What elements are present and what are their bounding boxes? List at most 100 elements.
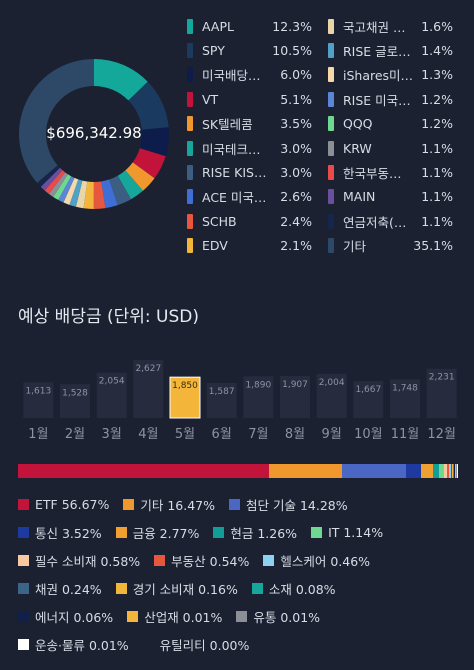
allocation-legend-item[interactable]: 금융 2.77% xyxy=(115,523,199,542)
month-bar[interactable] xyxy=(169,376,201,419)
allocation-segment[interactable] xyxy=(454,464,456,478)
month-bar[interactable] xyxy=(426,368,457,418)
holding-legend-item[interactable]: RISE 미국… 1.2% xyxy=(328,87,453,111)
donut-slice[interactable] xyxy=(94,59,148,101)
allocation-legend-item[interactable]: 현금 1.26% xyxy=(213,523,297,542)
holdings-legend-left: AAPL 12.3% SPY 10.5% 미국배당… 6.0% VT 5.1% SK텔레콤 3.5… xyxy=(187,14,312,258)
holding-legend-item[interactable]: AAPL 12.3% xyxy=(187,14,312,38)
donut-slice[interactable] xyxy=(139,127,169,157)
holding-legend-item[interactable]: iShares미… 1.3% xyxy=(328,63,453,87)
month-value-label: 1,890 xyxy=(245,380,271,390)
legend-swatch xyxy=(187,140,193,156)
donut-slice[interactable] xyxy=(58,176,75,203)
month-bar[interactable] xyxy=(353,381,384,418)
month-bar[interactable] xyxy=(23,382,54,418)
holding-legend-item[interactable]: RISE 글로… 1.4% xyxy=(328,38,453,62)
holding-legend-item[interactable]: 한국부동… 1.1% xyxy=(328,160,453,184)
allocation-legend-item[interactable]: 경기 소비재 0.16% xyxy=(115,579,238,598)
holding-legend-item[interactable]: 미국테크… 3.0% xyxy=(187,136,312,160)
donut-slice[interactable] xyxy=(83,181,94,209)
month-bar[interactable] xyxy=(243,376,274,418)
allocation-segment[interactable] xyxy=(438,464,445,478)
donut-slice[interactable] xyxy=(109,175,132,206)
allocation-legend-item[interactable]: 에너지 0.06% xyxy=(18,607,113,626)
allocation-segment[interactable] xyxy=(433,464,439,478)
allocation-segment[interactable] xyxy=(456,464,458,478)
legend-swatch xyxy=(263,554,275,566)
donut-slice[interactable] xyxy=(44,170,66,194)
donut-slice[interactable] xyxy=(75,180,88,209)
donut-slice[interactable] xyxy=(69,179,83,207)
month-bar[interactable] xyxy=(280,375,310,418)
allocation-segment[interactable] xyxy=(452,464,454,478)
holding-name: 미국배당… xyxy=(202,68,261,84)
donut-slice[interactable] xyxy=(93,181,106,209)
allocation-segment[interactable] xyxy=(421,464,434,478)
allocation-legend-item[interactable]: 필수 소비재 0.58% xyxy=(18,551,140,570)
allocation-legend-item[interactable]: 기타 16.47% xyxy=(123,495,215,514)
holding-legend-item[interactable]: SPY 10.5% xyxy=(187,38,312,62)
month-bar[interactable] xyxy=(133,360,164,418)
holding-legend-item[interactable]: 연금저축(… 1.1% xyxy=(328,209,453,233)
allocation-legend-item[interactable]: 유틸리티 0.00% xyxy=(143,635,250,654)
allocation-legend-item[interactable]: 통신 3.52% xyxy=(18,523,102,542)
donut-slice[interactable] xyxy=(63,177,79,205)
donut-slice[interactable] xyxy=(40,167,63,191)
holding-name: SCHB xyxy=(202,213,237,229)
holding-legend-item[interactable]: SK텔레콤 3.5% xyxy=(187,112,312,136)
allocation-legend-item[interactable]: 운송·물류 0.01% xyxy=(18,635,129,654)
donut-slice[interactable] xyxy=(132,148,166,179)
donut-slice[interactable] xyxy=(125,162,155,191)
holding-legend-item[interactable]: 국고채권 … 1.6% xyxy=(328,14,453,38)
allocation-legend-item[interactable]: 첨단 기술 14.28% xyxy=(229,495,348,514)
month-bar[interactable] xyxy=(316,373,347,418)
donut-slice[interactable] xyxy=(18,59,94,183)
donut-slice[interactable] xyxy=(128,81,169,130)
allocation-legend-item[interactable]: 산업재 0.01% xyxy=(127,607,222,626)
allocation-legend-item[interactable]: 소재 0.08% xyxy=(251,579,336,598)
allocation-legend-item[interactable]: 채권 0.24% xyxy=(18,579,102,598)
legend-swatch xyxy=(187,91,193,107)
month-bar[interactable] xyxy=(390,379,420,418)
allocation-legend-item[interactable]: 유통 0.01% xyxy=(236,607,320,626)
holding-legend-item[interactable]: QQQ 1.2% xyxy=(328,112,453,136)
holding-legend-item[interactable]: RISE KIS… 3.0% xyxy=(187,160,312,184)
allocation-segment[interactable] xyxy=(455,464,457,478)
donut-slice[interactable] xyxy=(48,172,68,197)
holding-legend-item[interactable]: EDV 2.1% xyxy=(187,234,312,258)
holding-name: SPY xyxy=(202,43,225,59)
legend-swatch xyxy=(18,610,29,622)
holding-legend-item[interactable]: 미국배당… 6.0% xyxy=(187,63,312,87)
donut-slice[interactable] xyxy=(53,174,72,200)
donut-slice[interactable] xyxy=(101,179,118,209)
month-bar[interactable] xyxy=(206,382,237,418)
allocation-segment[interactable] xyxy=(444,464,447,478)
holding-legend-item[interactable]: KRW 1.1% xyxy=(328,136,453,160)
allocation-legend-item[interactable]: ETF 56.67% xyxy=(18,497,109,512)
month-bar[interactable] xyxy=(60,384,90,418)
donut-slice[interactable] xyxy=(117,170,143,200)
allocation-segment[interactable] xyxy=(448,464,451,478)
allocation-segment[interactable] xyxy=(18,464,270,478)
allocation-segment[interactable] xyxy=(446,464,449,478)
month-bar[interactable] xyxy=(96,372,127,418)
allocation-segment[interactable] xyxy=(453,464,454,478)
allocation-segment[interactable] xyxy=(454,464,455,478)
allocation-legend-item[interactable]: 부동산 0.54% xyxy=(154,551,249,570)
allocation-legend-item[interactable]: 헬스케어 0.46% xyxy=(263,551,370,570)
holdings-donut-chart[interactable] xyxy=(18,58,170,210)
holding-legend-item[interactable]: MAIN 1.1% xyxy=(328,185,453,209)
holding-legend-item[interactable]: 기타 35.1% xyxy=(328,234,453,258)
allocation-segment[interactable] xyxy=(450,464,453,478)
allocation-segment[interactable] xyxy=(269,464,343,478)
legend-swatch xyxy=(187,238,193,254)
legend-swatch xyxy=(187,67,193,83)
donut-slice[interactable] xyxy=(37,165,60,187)
legend-swatch xyxy=(328,189,334,205)
holding-legend-item[interactable]: ACE 미국… 2.6% xyxy=(187,185,312,209)
holding-legend-item[interactable]: VT 5.1% xyxy=(187,87,312,111)
allocation-segment[interactable] xyxy=(342,464,406,478)
allocation-legend-item[interactable]: IT 1.14% xyxy=(311,525,383,540)
allocation-segment[interactable] xyxy=(405,464,422,478)
holding-legend-item[interactable]: SCHB 2.4% xyxy=(187,209,312,233)
